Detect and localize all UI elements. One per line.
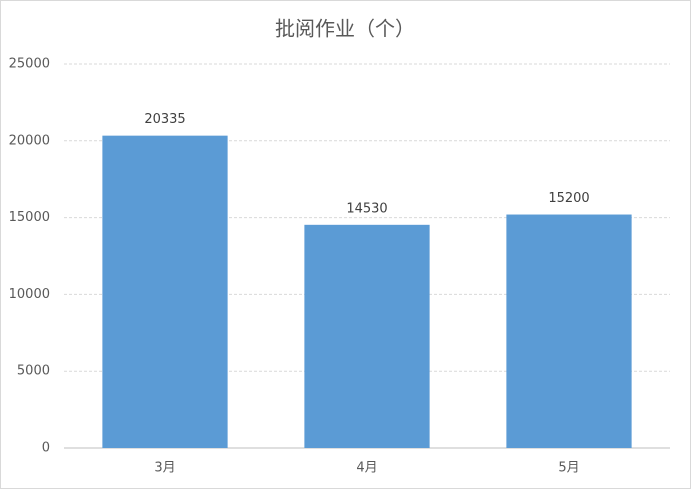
data-label: 15200 — [548, 191, 589, 206]
bar — [304, 224, 430, 448]
y-tick-label: 20000 — [9, 133, 50, 148]
x-tick-label: 3月 — [154, 461, 175, 476]
y-tick-label: 10000 — [9, 287, 50, 302]
y-tick-label: 15000 — [9, 210, 50, 225]
x-tick-label: 4月 — [356, 461, 377, 476]
bar — [102, 135, 228, 448]
data-label: 14530 — [346, 201, 387, 216]
y-tick-label: 25000 — [9, 57, 50, 72]
data-label: 20335 — [144, 112, 185, 127]
x-tick-label: 5月 — [558, 461, 579, 476]
bar — [506, 214, 632, 448]
chart-title: 批阅作业（个） — [275, 17, 415, 41]
y-tick-label: 0 — [42, 441, 50, 456]
y-tick-label: 5000 — [17, 364, 50, 379]
